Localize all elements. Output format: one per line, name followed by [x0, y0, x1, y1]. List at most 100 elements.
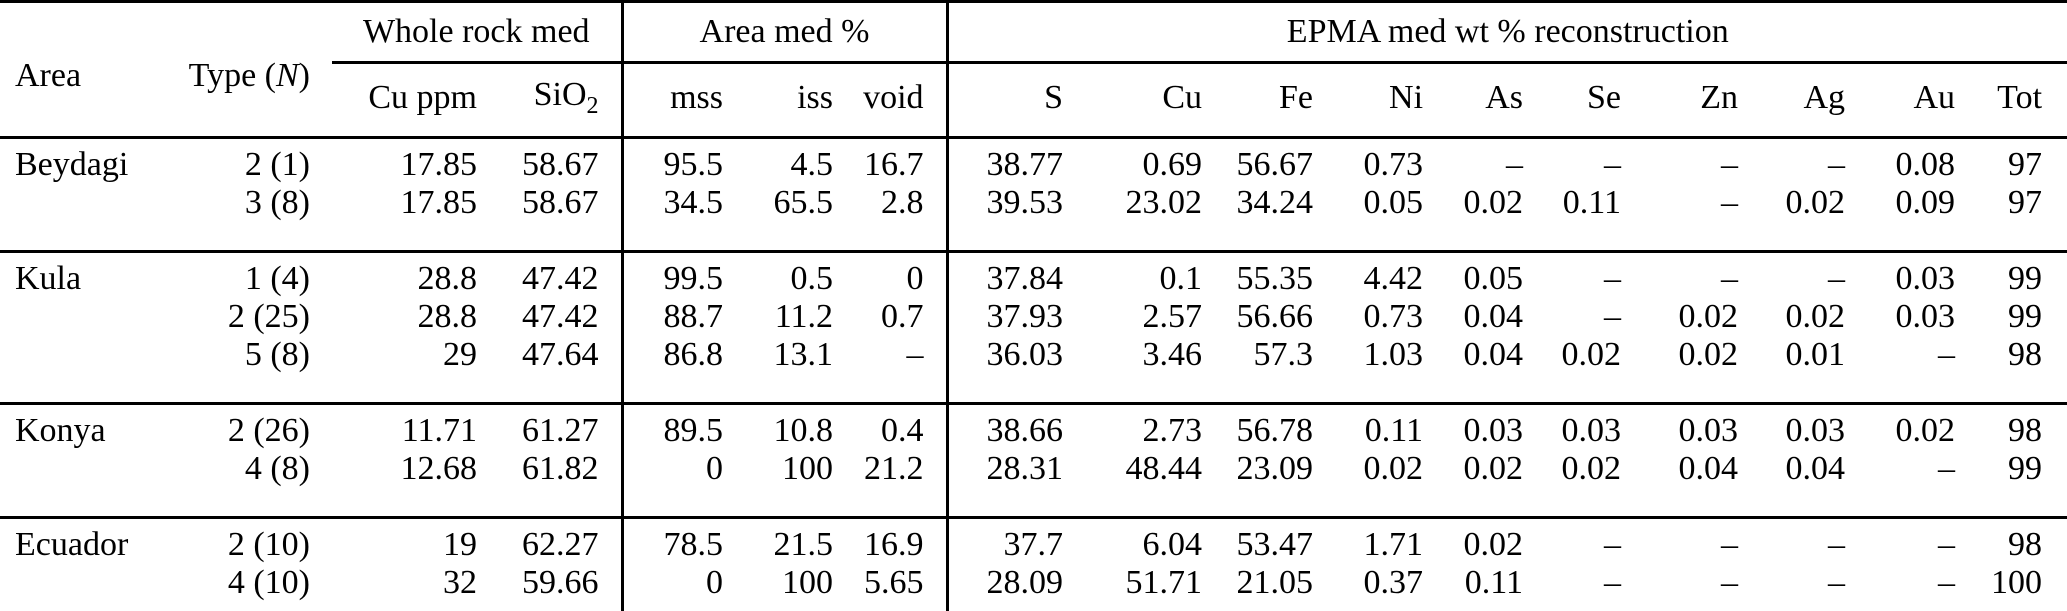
cell: – — [1545, 250, 1644, 298]
area-cell — [0, 336, 168, 404]
cell: 37.84 — [947, 250, 1086, 298]
cell: 51.71 — [1085, 564, 1225, 611]
cell: 59.66 — [499, 564, 624, 611]
cell: – — [1828, 146, 1846, 183]
column-header-row: Cu ppm SiO2 mss iss void S Cu Fe Ni As S… — [0, 62, 2067, 139]
cell: 0.37 — [1335, 564, 1446, 611]
cell: 99.5 — [622, 250, 746, 298]
cell: 100 — [1977, 564, 2067, 611]
cell: – — [1867, 564, 1978, 611]
cell: 100 — [745, 564, 856, 611]
cell: 3.46 — [1142, 336, 1203, 373]
col-header-au: Au — [1867, 62, 1978, 139]
cell: 23.09 — [1236, 450, 1314, 487]
type-cell: 4 (8) — [244, 450, 310, 487]
cell: 0.03 — [1895, 298, 1956, 335]
cell: 37.7 — [947, 516, 1086, 564]
cell: 0.03 — [1445, 402, 1546, 450]
cell: 0.02 — [1561, 336, 1622, 373]
cell: 19 — [332, 516, 499, 564]
area-cell: Beydagi — [15, 146, 129, 183]
cell: – — [1604, 298, 1622, 335]
cell: 0.02 — [1785, 298, 1846, 335]
cell: 0.02 — [1561, 450, 1622, 487]
cell: 0.05 — [1445, 250, 1546, 298]
cell: 56.78 — [1224, 402, 1336, 450]
group-konya: Konya 2 (26) 11.71 61.27 89.5 10.8 0.4 3… — [0, 402, 2067, 518]
cell: 0.02 — [1463, 450, 1524, 487]
cell: 6.04 — [1085, 516, 1225, 564]
cell: 17.85 — [400, 184, 478, 221]
cell: 78.5 — [622, 516, 746, 564]
cell: 0.05 — [1363, 184, 1424, 221]
cell: 0.03 — [1760, 402, 1868, 450]
area-cell: Kula — [0, 250, 168, 298]
cell: 0.7 — [855, 298, 949, 336]
cell: 21.05 — [1224, 564, 1336, 611]
cell: 13.1 — [773, 336, 834, 373]
cell: 0.08 — [1895, 146, 1956, 183]
table-row: 4 (8) 12.68 61.82 0 100 21.2 28.31 48.44… — [0, 450, 2067, 518]
sio2-base: SiO — [533, 76, 587, 114]
cell: – — [855, 336, 949, 404]
table-row: Konya 2 (26) 11.71 61.27 89.5 10.8 0.4 3… — [0, 402, 2067, 450]
cell: 10.8 — [745, 402, 856, 450]
type-cell: 4 (10) — [168, 564, 332, 611]
cell: 57.3 — [1253, 336, 1314, 373]
group-header-row: Area Type (N) Whole rock med Area med % … — [0, 1, 2067, 139]
cell: 0.4 — [855, 402, 949, 450]
col-header-mss: mss — [622, 62, 746, 139]
cell: 34.5 — [663, 184, 724, 221]
group-kula: Kula 1 (4) 28.8 47.42 99.5 0.5 0 37.84 0… — [0, 250, 2067, 404]
cell: 28.31 — [986, 450, 1064, 487]
type-label-suffix: ) — [298, 56, 310, 94]
cell: 0 — [622, 564, 746, 611]
cell: – — [1760, 564, 1868, 611]
col-header-type: Type (N) — [168, 1, 332, 139]
col-header-s: S — [947, 62, 1086, 139]
table-row: 2 (25) 28.8 47.42 88.7 11.2 0.7 37.93 2.… — [0, 298, 2067, 336]
cell: – — [1643, 250, 1761, 298]
cell: 0.11 — [1445, 564, 1546, 611]
cell: 16.7 — [855, 137, 949, 184]
cell: 0.03 — [1545, 402, 1644, 450]
type-cell: 2 (25) — [227, 298, 310, 335]
cell: 2.8 — [855, 184, 949, 252]
cell: 0.09 — [1895, 184, 1956, 221]
type-label-n: N — [275, 56, 299, 94]
cell: 0.73 — [1363, 146, 1424, 183]
cell: – — [1506, 146, 1524, 183]
cell: 17.85 — [400, 146, 478, 183]
cell: – — [1938, 450, 1956, 487]
cell: 0.03 — [1867, 250, 1978, 298]
cell: 98 — [1977, 402, 2067, 450]
cell: 2.73 — [1085, 402, 1225, 450]
cell: 32 — [332, 564, 499, 611]
cell: 99 — [1977, 250, 2067, 298]
col-header-iss: iss — [745, 62, 856, 139]
cell: 86.8 — [663, 336, 724, 373]
cell: 0.04 — [1785, 450, 1846, 487]
cell: – — [1545, 564, 1644, 611]
cell: 0.04 — [1463, 336, 1524, 373]
cell: 5.65 — [855, 564, 949, 611]
cell: – — [1867, 516, 1978, 564]
cell: – — [1721, 146, 1739, 183]
group-beydagi: Beydagi 2 (1) 17.85 58.67 95.5 4.5 16.7 … — [0, 137, 2067, 252]
col-header-zn: Zn — [1643, 62, 1761, 139]
cell: 4.42 — [1335, 250, 1446, 298]
area-cell — [0, 184, 168, 252]
cell: 0.03 — [1643, 402, 1761, 450]
cell: 0 — [855, 250, 949, 298]
cell: 58.67 — [499, 184, 624, 252]
cell: 48.44 — [1125, 450, 1203, 487]
col-header-area: Area — [0, 1, 168, 139]
cell: 0.1 — [1085, 250, 1225, 298]
cell: 53.47 — [1224, 516, 1336, 564]
cell: 0.04 — [1463, 298, 1524, 335]
group-header-epma: EPMA med wt % reconstruction — [947, 1, 2067, 64]
area-cell — [0, 564, 168, 611]
cell: 56.67 — [1236, 146, 1314, 183]
cell: 89.5 — [622, 402, 746, 450]
